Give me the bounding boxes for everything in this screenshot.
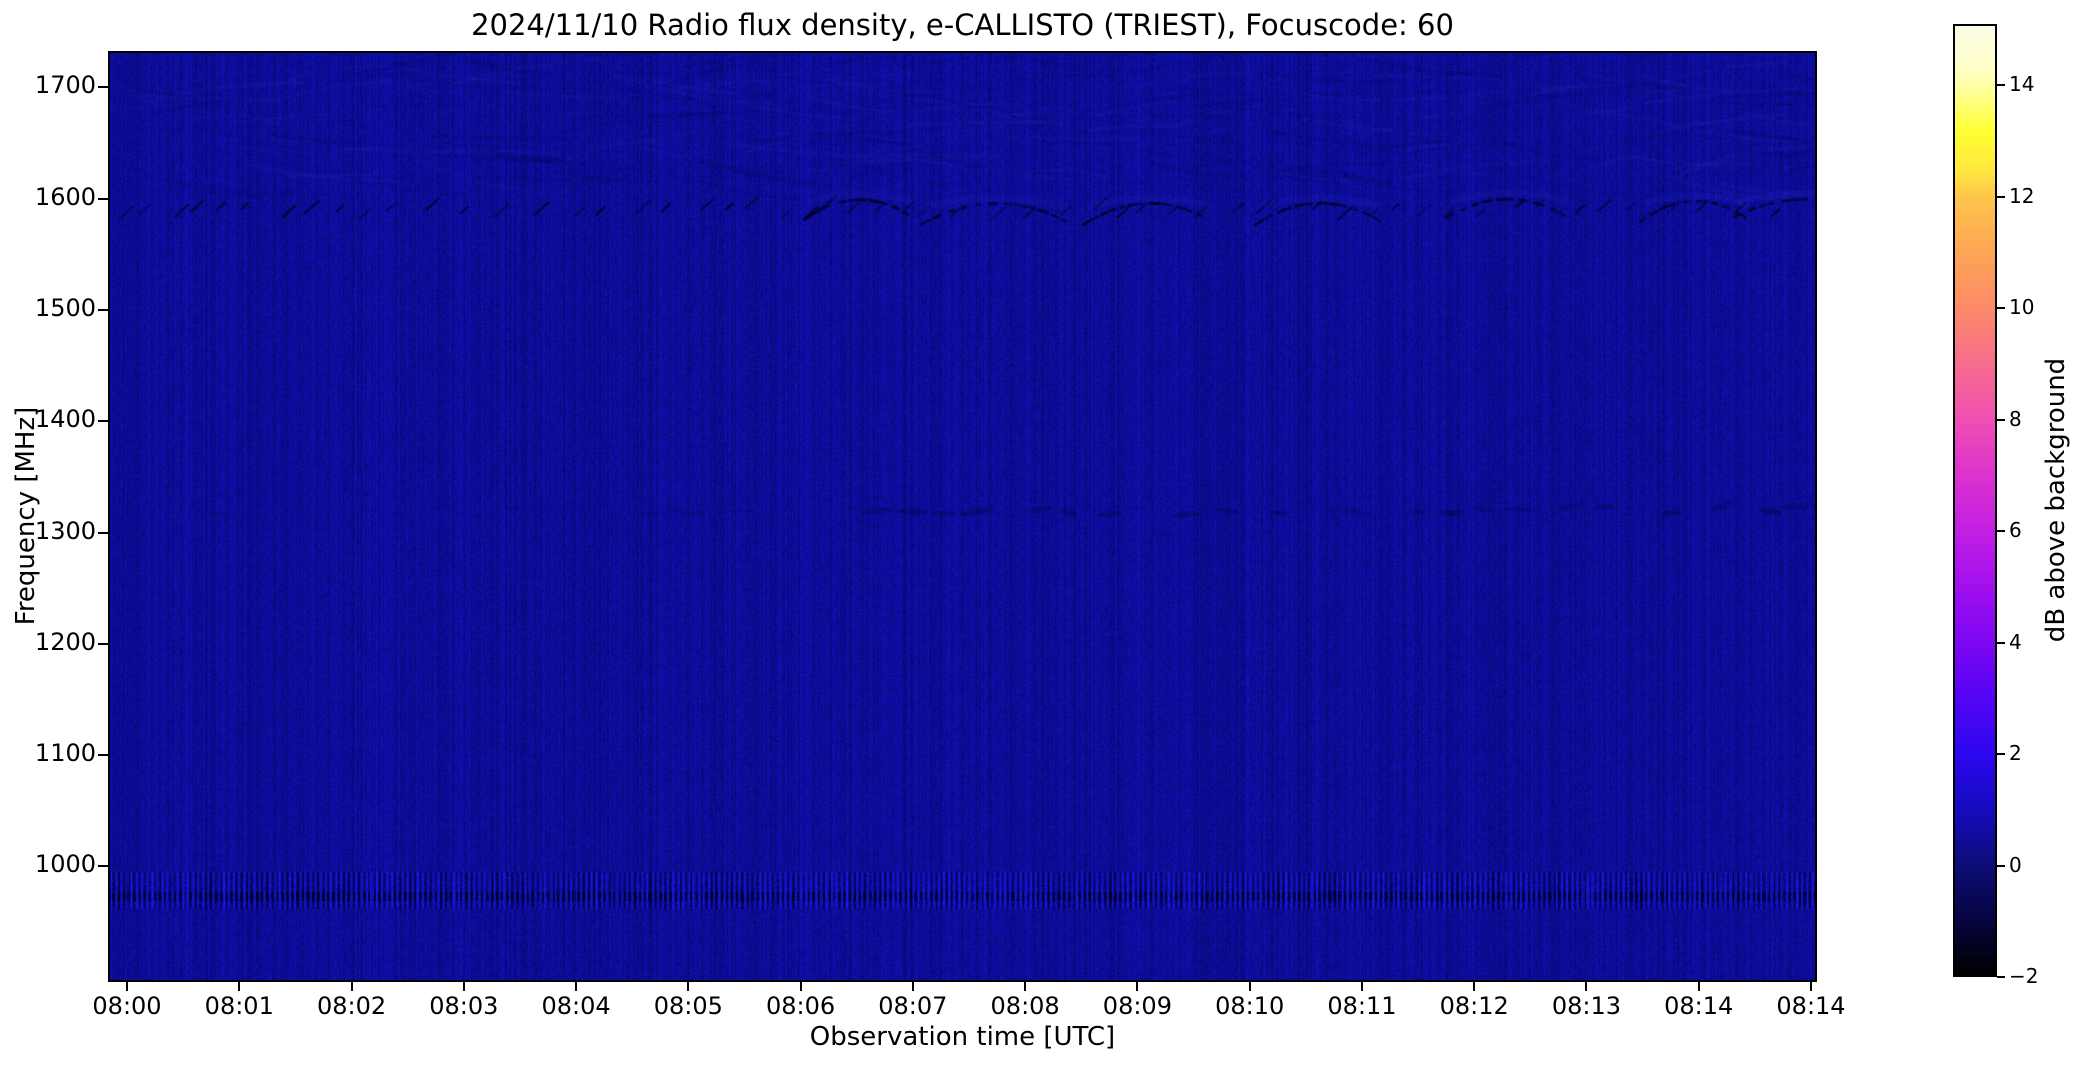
- x-tick-mark: [1136, 982, 1139, 991]
- x-tick-mark: [575, 982, 578, 991]
- x-tick-label: 08:05: [653, 992, 723, 1020]
- x-tick-label: 08:09: [1102, 992, 1172, 1020]
- colorbar: [1953, 24, 1997, 977]
- colorbar-tick-mark: [1997, 753, 2005, 756]
- x-tick-mark: [1248, 982, 1251, 991]
- x-axis-label: Observation time [UTC]: [809, 1022, 1116, 1052]
- colorbar-tick-mark: [1997, 195, 2005, 198]
- y-tick-label: 1200: [34, 627, 96, 656]
- colorbar-tick-label: 4: [2009, 629, 2022, 654]
- x-tick-label: 08:04: [541, 992, 611, 1020]
- x-tick-mark: [1360, 982, 1363, 991]
- x-tick-mark: [126, 982, 128, 991]
- y-tick-label: 1100: [34, 739, 96, 768]
- y-tick-mark: [98, 865, 108, 868]
- colorbar-tick-label: 8: [2009, 406, 2022, 431]
- x-tick-label: 08:07: [878, 992, 948, 1020]
- colorbar-tick-label: 14: [2009, 72, 2035, 97]
- y-tick-mark: [98, 642, 108, 645]
- y-tick-label: 1400: [34, 405, 96, 434]
- y-tick-mark: [98, 197, 108, 200]
- colorbar-tick-label: 10: [2009, 295, 2035, 320]
- colorbar-tick-mark: [1997, 307, 2005, 310]
- y-tick-mark: [98, 86, 108, 89]
- y-tick-label: 1300: [34, 516, 96, 545]
- colorbar-tick-label: 2: [2009, 741, 2022, 766]
- x-tick-label: 08:14: [1776, 992, 1846, 1020]
- colorbar-tick-mark: [1997, 418, 2005, 421]
- chart-title: 2024/11/10 Radio flux density, e-CALLIST…: [471, 8, 1454, 42]
- x-tick-label: 08:06: [766, 992, 836, 1020]
- x-tick-mark: [799, 982, 802, 991]
- colorbar-tick-label: 6: [2009, 518, 2022, 543]
- x-tick-mark: [238, 982, 241, 991]
- y-tick-label: 1600: [34, 182, 96, 211]
- colorbar-tick-label: 0: [2009, 852, 2022, 877]
- x-tick-label: 08:03: [429, 992, 499, 1020]
- y-tick-mark: [98, 309, 108, 312]
- x-tick-mark: [911, 982, 914, 991]
- x-tick-label: 08:12: [1439, 992, 1509, 1020]
- x-tick-mark: [687, 982, 690, 991]
- x-tick-label: 08:13: [1551, 992, 1622, 1020]
- x-tick-mark: [1024, 982, 1027, 991]
- colorbar-tick-mark: [1997, 84, 2005, 87]
- colorbar-label: dB above background: [2041, 357, 2071, 643]
- y-axis-label: Frequency [MHz]: [11, 406, 41, 626]
- colorbar-tick-mark: [1997, 530, 2005, 533]
- spectrogram-canvas: [110, 53, 1815, 980]
- y-tick-label: 1000: [34, 850, 96, 879]
- plot-area: [108, 51, 1817, 982]
- x-tick-mark: [350, 982, 353, 991]
- x-tick-mark: [1810, 982, 1812, 991]
- x-tick-label: 08:02: [316, 992, 387, 1020]
- y-tick-mark: [98, 420, 108, 423]
- colorbar-gradient: [1955, 26, 1995, 975]
- x-tick-label: 08:11: [1327, 992, 1397, 1020]
- x-tick-mark: [1473, 982, 1476, 991]
- y-tick-label: 1700: [34, 71, 96, 100]
- x-tick-mark: [1585, 982, 1588, 991]
- y-tick-mark: [98, 754, 108, 757]
- colorbar-tick-mark: [1997, 864, 2005, 867]
- x-tick-label: 08:01: [204, 992, 274, 1020]
- y-tick-label: 1500: [34, 294, 96, 323]
- x-tick-label: 08:00: [92, 992, 162, 1020]
- x-tick-mark: [1697, 982, 1700, 991]
- colorbar-tick-mark: [1997, 641, 2005, 644]
- x-tick-label: 08:10: [1215, 992, 1285, 1020]
- colorbar-tick-mark: [1997, 976, 2005, 978]
- y-tick-mark: [98, 531, 108, 534]
- colorbar-tick-label: 12: [2009, 183, 2035, 208]
- x-tick-mark: [462, 982, 465, 991]
- x-tick-label: 08:08: [990, 992, 1060, 1020]
- colorbar-tick-label: −2: [2009, 964, 2039, 988]
- x-tick-label: 08:14: [1664, 992, 1734, 1020]
